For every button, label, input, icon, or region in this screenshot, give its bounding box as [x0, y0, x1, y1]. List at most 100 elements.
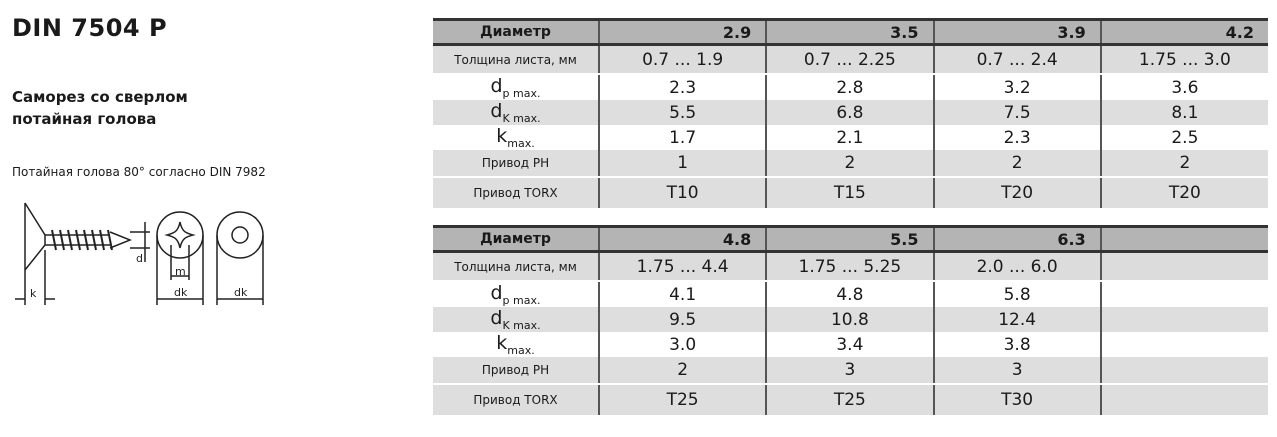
- cell: 4.1: [597, 281, 767, 307]
- cell: T20: [932, 177, 1101, 208]
- screw-diagram: k m dk dk d: [15, 202, 264, 305]
- cell: 1.7: [597, 125, 767, 150]
- cell: 0.7 ... 1.9: [597, 44, 767, 75]
- row-label: kmax.: [433, 125, 599, 150]
- cell: 1.75 ... 4.4: [597, 251, 767, 282]
- label-dk-1: dk: [174, 286, 188, 299]
- cell: 3: [765, 357, 934, 385]
- cell: 7.5: [932, 100, 1101, 125]
- row-label: Диаметр: [433, 18, 599, 46]
- row-label: Толщина листа, мм: [433, 251, 599, 282]
- cell: 2.8: [765, 74, 934, 100]
- cell: 3.0: [597, 332, 767, 357]
- cell: [1099, 251, 1268, 282]
- label-d: d: [136, 252, 143, 265]
- cell: 2.3: [932, 125, 1101, 150]
- table-row-k: kmax. 1.7 2.1 2.3 2.5: [433, 125, 1268, 150]
- row-label: Привод PH: [433, 357, 599, 385]
- symbol: k: [496, 332, 508, 355]
- screw-side-view: [15, 202, 150, 305]
- cell: T10: [597, 177, 767, 208]
- cell: 4.8: [597, 225, 767, 253]
- row-label: kmax.: [433, 332, 599, 357]
- table-row-dp: dp max. 2.3 2.8 3.2 3.6: [433, 74, 1268, 100]
- subtitle-line-2: потайная голова: [12, 110, 157, 128]
- row-label: Привод PH: [433, 150, 599, 178]
- cell: T25: [597, 384, 767, 415]
- symbol: k: [496, 125, 508, 148]
- cell: 12.4: [932, 307, 1101, 332]
- page-title: DIN 7504 P: [12, 14, 168, 42]
- symbol-sub: max.: [507, 136, 535, 150]
- cell: 5.5: [765, 225, 934, 253]
- cell: T15: [765, 177, 934, 208]
- table-row-diameter: Диаметр 2.9 3.5 3.9 4.2: [433, 18, 1268, 46]
- cell: 0.7 ... 2.4: [932, 44, 1101, 75]
- cell: 2: [1099, 150, 1268, 178]
- table-row-dk: dK max. 9.5 10.8 12.4: [433, 307, 1268, 332]
- cell: [1099, 332, 1268, 357]
- cell: 2: [597, 357, 767, 385]
- table-row-dk: dK max. 5.5 6.8 7.5 8.1: [433, 100, 1268, 125]
- product-subtitle: Саморез со сверлом потайная голова: [12, 86, 252, 130]
- cell: T20: [1099, 177, 1268, 208]
- symbol: d: [490, 282, 503, 305]
- cell: 2.0 ... 6.0: [932, 251, 1101, 282]
- cell: [1099, 307, 1268, 332]
- symbol: d: [490, 75, 503, 98]
- cell: 9.5: [597, 307, 767, 332]
- symbol: d: [490, 100, 503, 123]
- cell: [1099, 225, 1268, 253]
- cell: 10.8: [765, 307, 934, 332]
- phillips-head-view: [156, 211, 204, 305]
- cell: 5.5: [597, 100, 767, 125]
- table-row-ph: Привод PH 1 2 2 2: [433, 150, 1268, 178]
- spec-table-2: Диаметр 4.8 5.5 6.3 Толщина листа, мм 1.…: [433, 225, 1268, 415]
- cell: 1: [597, 150, 767, 178]
- cell: 2.5: [1099, 125, 1268, 150]
- cell: 3.9: [932, 18, 1101, 46]
- row-label: Толщина листа, мм: [433, 44, 599, 75]
- symbol-sub: p max.: [502, 86, 541, 100]
- cell: 0.7 ... 2.25: [765, 44, 934, 75]
- cell: 3.2: [932, 74, 1101, 100]
- cell: 8.1: [1099, 100, 1268, 125]
- table-row-thickness: Толщина листа, мм 0.7 ... 1.9 0.7 ... 2.…: [433, 44, 1268, 75]
- cell: 3.6: [1099, 74, 1268, 100]
- label-m: m: [175, 265, 186, 278]
- cell: 1.75 ... 5.25: [765, 251, 934, 282]
- cell: 3.8: [932, 332, 1101, 357]
- cell: [1099, 357, 1268, 385]
- symbol-sub: max.: [507, 343, 535, 357]
- symbol-sub: K max.: [502, 318, 541, 332]
- cell: 3.5: [765, 18, 934, 46]
- cell: 2: [932, 150, 1101, 178]
- cell: 2: [765, 150, 934, 178]
- row-label: Привод TORX: [433, 177, 599, 208]
- row-label: Привод TORX: [433, 384, 599, 415]
- cell: 4.2: [1099, 18, 1268, 46]
- cell: 5.8: [932, 281, 1101, 307]
- cell: T25: [765, 384, 934, 415]
- cell: [1099, 281, 1268, 307]
- head-note: Потайная голова 80° согласно DIN 7982: [12, 165, 266, 179]
- cell: 6.3: [932, 225, 1101, 253]
- table-row-torx: Привод TORX T10 T15 T20 T20: [433, 177, 1268, 208]
- cell: 1.75 ... 3.0: [1099, 44, 1268, 75]
- cell: T30: [932, 384, 1101, 415]
- cell: 6.8: [765, 100, 934, 125]
- cell: 2.3: [597, 74, 767, 100]
- cell: 2.9: [597, 18, 767, 46]
- row-label: dp max.: [433, 281, 599, 307]
- spec-table-1: Диаметр 2.9 3.5 3.9 4.2 Толщина листа, м…: [433, 18, 1268, 208]
- row-label: Диаметр: [433, 225, 599, 253]
- table-row-dp: dp max. 4.1 4.8 5.8: [433, 281, 1268, 307]
- table-row-diameter: Диаметр 4.8 5.5 6.3: [433, 225, 1268, 253]
- cell: 3.4: [765, 332, 934, 357]
- symbol: d: [490, 307, 503, 330]
- label-dk-2: dk: [234, 286, 248, 299]
- row-label: dK max.: [433, 307, 599, 332]
- cell: 3: [932, 357, 1101, 385]
- torx-head-view: [216, 211, 264, 305]
- subtitle-line-1: Саморез со сверлом: [12, 88, 188, 106]
